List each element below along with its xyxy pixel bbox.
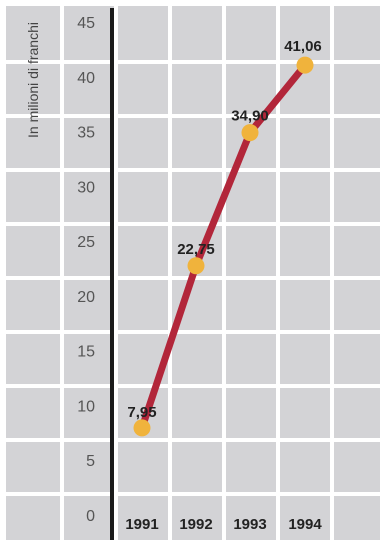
grid-cell [334,388,380,438]
grid-cell [64,226,114,276]
grid-cell [118,172,168,222]
grid-cell [226,6,276,60]
x-tick-label: 1994 [288,516,322,533]
grid-cell [118,64,168,114]
grid-cell [280,442,330,492]
grid-cell [280,6,330,60]
grid-cell [280,280,330,330]
grid-cell [280,118,330,168]
y-axis-label: In milioni di franchi [25,22,41,138]
grid-cell [6,172,60,222]
y-tick-label: 45 [77,15,95,32]
grid-cell [172,442,222,492]
x-axis-ticks: 1991 1992 1993 1994 [125,516,322,533]
series-layer: 7,95 22,75 34,90 41,06 [127,38,322,437]
grid-cell [6,496,60,540]
x-tick-label: 1993 [233,516,266,533]
grid-cell [334,280,380,330]
grid-cell [118,496,168,540]
grid-cell [226,280,276,330]
grid-cell [172,64,222,114]
x-tick-label: 1991 [125,516,158,533]
grid-cell [6,6,60,60]
grid-cell [334,64,380,114]
grid-cell [64,6,114,60]
y-tick-label: 0 [86,508,95,525]
y-axis-ticks: 0 5 10 15 20 25 30 35 40 45 [77,15,95,525]
grid-cell [64,388,114,438]
grid-cell [280,388,330,438]
data-point [187,257,205,275]
grid-cell [6,280,60,330]
grid-cell [334,496,380,540]
grid-cell [172,6,222,60]
y-tick-label: 30 [77,179,95,196]
grid-cell [118,226,168,276]
grid-cell [280,334,330,384]
grid-cell [334,118,380,168]
grid-cell [64,334,114,384]
grid-cell [226,496,276,540]
y-tick-label: 20 [77,289,95,306]
grid-cell [118,118,168,168]
grid-cell [226,226,276,276]
grid-cell [64,442,114,492]
grid-cell [334,6,380,60]
grid-cell [64,172,114,222]
grid-cell [172,496,222,540]
data-label: 7,95 [127,404,156,421]
grid-cell [334,334,380,384]
data-point [133,419,151,437]
grid-cell [6,226,60,276]
grid-cell [172,334,222,384]
y-tick-label: 15 [77,344,95,361]
grid-cell [172,388,222,438]
grid-cell [334,226,380,276]
y-tick-label: 10 [77,398,95,415]
grid-cell [6,334,60,384]
grid-cell [64,118,114,168]
grid-cell [280,496,330,540]
grid-cell [226,334,276,384]
grid-cell [64,280,114,330]
grid-cell [6,118,60,168]
grid-cell [172,118,222,168]
grid-cell [226,388,276,438]
grid-cell [334,442,380,492]
y-tick-label: 25 [77,234,95,251]
y-tick-label: 35 [77,125,95,142]
x-tick-label: 1992 [179,516,212,533]
grid-cell [280,172,330,222]
data-point [241,124,259,142]
grid-cell [6,442,60,492]
grid-cell [64,64,114,114]
data-label: 41,06 [284,38,322,55]
grid-cell [6,388,60,438]
grid-cell [334,172,380,222]
data-label: 22,75 [177,241,215,258]
grid-cell [226,442,276,492]
series-line [138,61,309,432]
y-tick-label: 40 [77,70,95,87]
y-tick-label: 5 [86,453,95,470]
grid-cell [118,6,168,60]
grid-cell [6,64,60,114]
data-point [296,56,314,74]
data-label: 34,90 [231,108,269,125]
grid-cell [64,496,114,540]
grid-cell [118,280,168,330]
grid-cell [118,442,168,492]
grid-cell [280,226,330,276]
